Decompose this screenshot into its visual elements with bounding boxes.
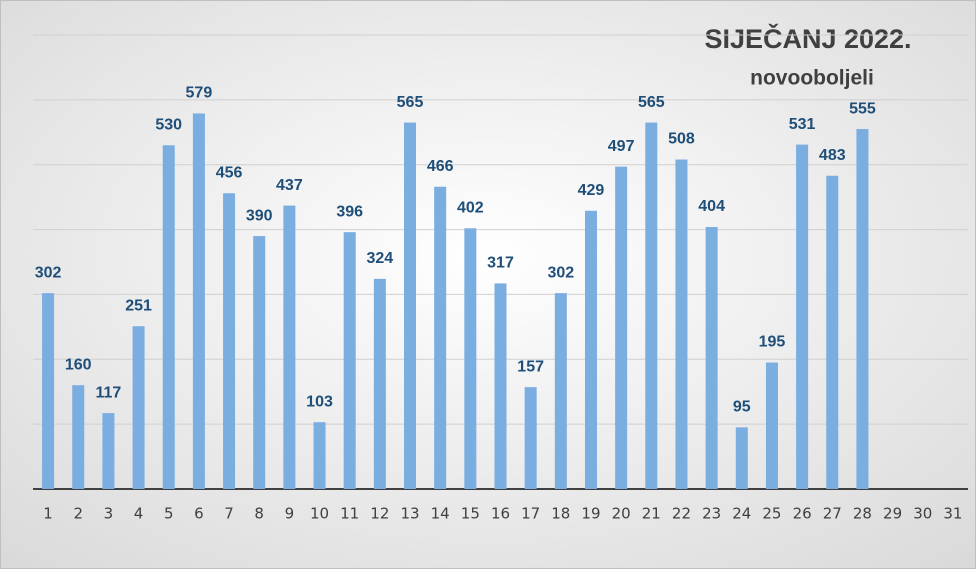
x-tick-label: 16: [491, 505, 510, 523]
x-tick-label: 22: [672, 505, 691, 523]
bar: [856, 129, 869, 490]
bar: [223, 193, 236, 489]
value-label: 437: [276, 177, 303, 194]
bar: [524, 387, 537, 489]
value-label: 302: [547, 264, 574, 281]
value-label: 456: [216, 164, 243, 181]
bar: [404, 122, 417, 490]
bar: [102, 413, 115, 489]
bar: [283, 205, 296, 489]
value-label: 317: [487, 255, 514, 272]
value-label: 251: [125, 297, 152, 314]
x-tick-label: 13: [400, 505, 419, 523]
value-label: 160: [65, 356, 92, 373]
bar: [464, 228, 477, 489]
bar: [313, 422, 326, 489]
x-tick-label: 11: [340, 505, 359, 523]
bar: [132, 326, 145, 489]
bar: [434, 186, 447, 489]
x-tick-label: 19: [581, 505, 600, 523]
bar: [765, 362, 778, 489]
x-tick-label: 10: [310, 505, 329, 523]
value-label: 429: [578, 182, 605, 199]
bar: [192, 113, 205, 489]
x-tick-label: 23: [702, 505, 721, 523]
bar: [584, 210, 597, 489]
x-tick-label: 7: [224, 505, 234, 523]
bar: [826, 175, 839, 490]
x-tick-label: 26: [793, 505, 812, 523]
bar: [162, 145, 175, 489]
value-label: 483: [819, 147, 846, 164]
chart-subtitle: novooboljeli: [750, 67, 874, 90]
value-label: 103: [306, 393, 333, 410]
x-tick-label: 8: [254, 505, 264, 523]
value-label: 531: [789, 116, 816, 133]
x-tick-label: 4: [134, 505, 144, 523]
value-label: 324: [367, 250, 394, 267]
value-label: 95: [733, 399, 751, 416]
x-tick-label: 14: [431, 505, 450, 523]
value-label: 402: [457, 199, 484, 216]
value-label: 565: [397, 94, 424, 111]
x-tick-label: 27: [823, 505, 842, 523]
bar: [253, 236, 266, 489]
x-tick-label: 3: [104, 505, 114, 523]
x-tick-label: 17: [521, 505, 540, 523]
value-label: 117: [95, 384, 121, 401]
value-label: 579: [186, 85, 213, 102]
x-tick-label: 18: [551, 505, 570, 523]
x-tick-label: 20: [612, 505, 631, 523]
value-label: 555: [849, 100, 876, 117]
bar: [705, 226, 718, 489]
value-label: 396: [336, 203, 363, 220]
bar: [675, 159, 688, 490]
x-tick-label: 29: [883, 505, 902, 523]
x-tick-label: 12: [370, 505, 389, 523]
x-tick-label: 9: [285, 505, 295, 523]
bar: [554, 293, 567, 489]
value-label: 195: [759, 334, 786, 351]
bar: [42, 293, 55, 489]
x-tick-label: 31: [943, 505, 962, 523]
value-label: 466: [427, 158, 454, 175]
value-label: 508: [668, 131, 695, 148]
x-tick-label: 2: [73, 505, 83, 523]
value-label: 302: [35, 264, 62, 281]
x-tick-label: 21: [642, 505, 661, 523]
bar: [373, 278, 386, 489]
value-label: 390: [246, 207, 273, 224]
value-label: 497: [608, 138, 635, 155]
x-tick-label: 15: [461, 505, 480, 523]
bar: [343, 232, 356, 489]
bar: [645, 122, 658, 490]
bar: [72, 385, 85, 489]
x-tick-label: 6: [194, 505, 204, 523]
x-tick-label: 1: [43, 505, 53, 523]
bar: [735, 427, 748, 489]
x-tick-label: 5: [164, 505, 174, 523]
x-tick-label: 25: [762, 505, 781, 523]
x-tick-label: 24: [732, 505, 751, 523]
bar: [615, 166, 628, 489]
chart-title: SIJEČANJ 2022.: [704, 23, 911, 54]
x-tick-label: 28: [853, 505, 872, 523]
bar: [494, 283, 507, 489]
value-label: 530: [155, 116, 182, 133]
value-label: 565: [638, 94, 665, 111]
value-label: 404: [698, 198, 725, 215]
value-label: 157: [517, 358, 544, 375]
bar: [796, 144, 809, 489]
x-tick-label: 30: [913, 505, 932, 523]
